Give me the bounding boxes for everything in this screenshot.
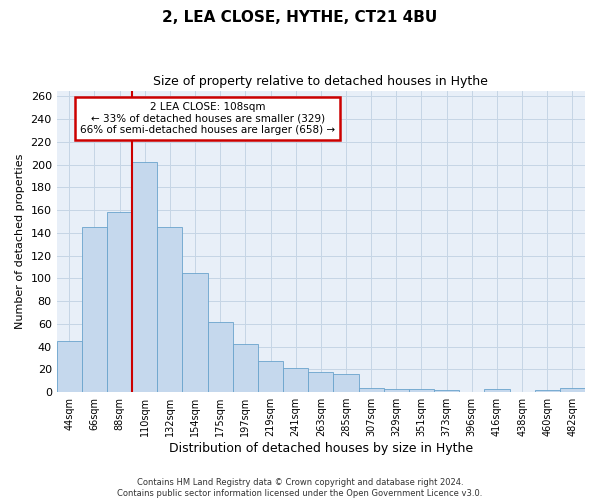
Bar — [107, 212, 132, 392]
Bar — [409, 389, 434, 392]
Bar — [384, 389, 409, 392]
Bar — [560, 388, 585, 392]
Y-axis label: Number of detached properties: Number of detached properties — [15, 154, 25, 329]
Bar — [132, 162, 157, 392]
Bar — [182, 272, 208, 392]
Bar — [258, 362, 283, 392]
Bar — [233, 344, 258, 392]
Bar — [283, 368, 308, 392]
Bar — [208, 322, 233, 392]
Bar — [484, 389, 509, 392]
Bar — [359, 388, 384, 392]
Bar — [56, 341, 82, 392]
Bar — [434, 390, 459, 392]
Bar — [157, 227, 182, 392]
Text: 2 LEA CLOSE: 108sqm
← 33% of detached houses are smaller (329)
66% of semi-detac: 2 LEA CLOSE: 108sqm ← 33% of detached ho… — [80, 102, 335, 135]
Text: 2, LEA CLOSE, HYTHE, CT21 4BU: 2, LEA CLOSE, HYTHE, CT21 4BU — [163, 10, 437, 25]
Bar — [334, 374, 359, 392]
Text: Contains HM Land Registry data © Crown copyright and database right 2024.
Contai: Contains HM Land Registry data © Crown c… — [118, 478, 482, 498]
X-axis label: Distribution of detached houses by size in Hythe: Distribution of detached houses by size … — [169, 442, 473, 455]
Bar — [308, 372, 334, 392]
Title: Size of property relative to detached houses in Hythe: Size of property relative to detached ho… — [154, 75, 488, 88]
Bar — [535, 390, 560, 392]
Bar — [82, 227, 107, 392]
